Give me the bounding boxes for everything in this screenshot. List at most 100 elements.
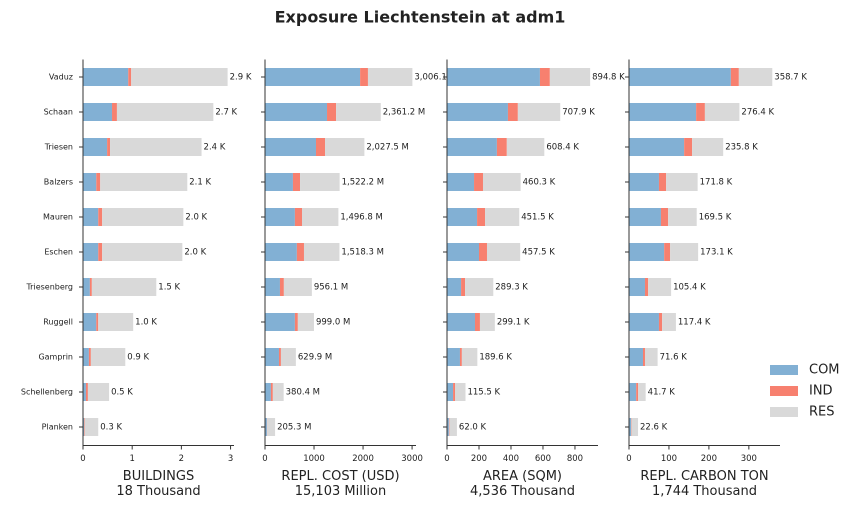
total-label: 894.8 K (592, 73, 625, 83)
bar-segment (88, 348, 91, 366)
bar-segment (294, 313, 298, 331)
total-label: 629.9 M (298, 353, 332, 363)
bar-segment (507, 103, 518, 121)
bar-segment (662, 313, 676, 331)
bar-segment (447, 348, 460, 366)
bar-segment (265, 68, 361, 86)
bar-segment (454, 383, 466, 401)
bar-segment (83, 173, 97, 191)
y-tick-label: Triesenberg (25, 283, 73, 292)
bar-segment (629, 138, 685, 156)
x-tick-label: 0 (262, 454, 267, 464)
total-label: 205.3 M (277, 423, 311, 433)
bar-segment (631, 418, 639, 436)
bar-segment (447, 313, 475, 331)
bar-segment (496, 138, 507, 156)
total-label: 2.0 K (184, 248, 206, 258)
x-tick-label: 0 (444, 454, 449, 464)
bar-segment (85, 383, 88, 401)
bar-segment (265, 348, 279, 366)
bar-segment (83, 313, 97, 331)
bar-segment (730, 68, 739, 86)
total-label: 2,361.2 M (383, 108, 425, 118)
legend-label: IND (809, 384, 833, 399)
bar-segment (84, 418, 99, 436)
total-label: 1,522.2 M (342, 178, 384, 188)
total-label: 1.0 K (135, 318, 157, 328)
total-label: 1,518.3 M (341, 248, 383, 258)
bar-segment (296, 243, 304, 261)
y-tick-label: Ruggell (43, 318, 73, 327)
bar-segment (280, 348, 296, 366)
bar-segment (87, 383, 110, 401)
bar-segment (98, 313, 134, 331)
total-label: 3,006.1 (414, 73, 446, 83)
bar-segment (447, 138, 497, 156)
chart-title: Exposure Liechtenstein at adm1 (275, 8, 566, 27)
bar-segment (107, 138, 111, 156)
x-tick-label: 3000 (401, 454, 423, 464)
bar-segment (629, 348, 643, 366)
bar-segment (629, 278, 645, 296)
x-tick-label: 200 (701, 454, 717, 464)
bar-segment (668, 208, 697, 226)
bar-segment (644, 348, 658, 366)
bar-segment (738, 68, 773, 86)
bar-segment (629, 208, 661, 226)
bar-segment (83, 383, 86, 401)
bar-segment (629, 383, 637, 401)
total-label: 457.5 K (522, 248, 555, 258)
bar-segment (477, 208, 486, 226)
total-label: 608.4 K (546, 143, 579, 153)
bar-segment (658, 313, 663, 331)
bar-segment (303, 243, 340, 261)
bar-segment (297, 313, 314, 331)
x-tick-label: 0 (80, 454, 85, 464)
bar-segment (453, 383, 455, 401)
bar-segment (461, 278, 466, 296)
bar-segment (96, 173, 101, 191)
bar-segment (265, 173, 293, 191)
bar-segment (265, 103, 328, 121)
bar-segment (116, 103, 214, 121)
total-label: 117.4 K (678, 318, 711, 328)
total-label: 2.9 K (230, 73, 252, 83)
bar-segment (83, 208, 99, 226)
bar-segment (98, 208, 103, 226)
total-label: 169.5 K (699, 213, 732, 223)
bar-segment (265, 278, 280, 296)
bar-segment (517, 103, 561, 121)
total-label: 956.1 M (314, 283, 348, 293)
bar-segment (98, 243, 103, 261)
total-label: 171.8 K (700, 178, 733, 188)
bar-segment (102, 208, 184, 226)
total-label: 999.0 M (316, 318, 350, 328)
bar-segment (629, 418, 631, 436)
bar-segment (447, 208, 478, 226)
total-label: 0.3 K (100, 423, 122, 433)
bar-segment (83, 138, 108, 156)
x-tick-label: 2000 (352, 454, 374, 464)
bar-segment (267, 418, 276, 436)
total-label: 189.6 K (479, 353, 512, 363)
x-tick-label: 400 (503, 454, 519, 464)
bar-segment (447, 173, 475, 191)
bar-segment (692, 138, 724, 156)
total-label: 22.6 K (640, 423, 668, 433)
bar-segment (265, 383, 271, 401)
bar-segment (461, 348, 478, 366)
total-label: 115.5 K (467, 388, 500, 398)
legend-label: RES (809, 405, 835, 420)
bar-segment (112, 103, 117, 121)
bar-segment (292, 173, 301, 191)
bar-segment (486, 243, 521, 261)
total-label: 276.4 K (741, 108, 774, 118)
bar-segment (644, 278, 649, 296)
x-tick-label: 1 (129, 454, 134, 464)
total-label: 62.0 K (459, 423, 487, 433)
bar-segment (485, 208, 520, 226)
bar-segment (459, 348, 462, 366)
x-tick-label: 600 (535, 454, 551, 464)
y-tick-label: Triesen (44, 143, 73, 152)
